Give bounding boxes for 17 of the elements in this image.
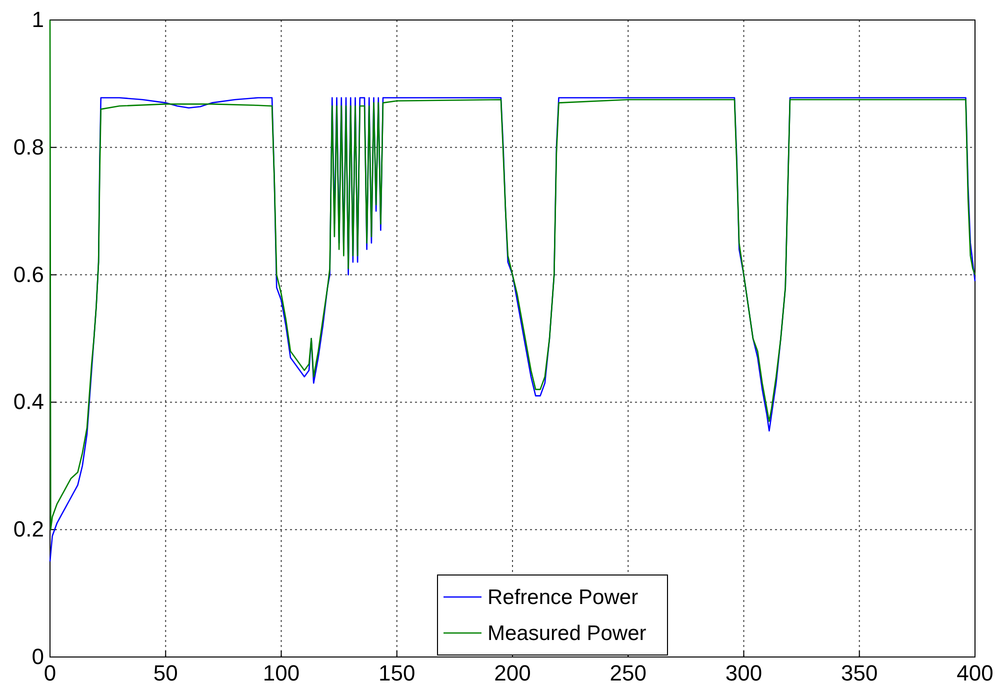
x-tick-label: 400: [956, 660, 994, 686]
y-tick-label: 1: [32, 7, 44, 32]
x-tick-label: 50: [153, 660, 178, 686]
y-tick-label: 0: [32, 644, 44, 670]
x-tick-label: 100: [262, 660, 300, 686]
legend-label: Measured Power: [488, 622, 646, 645]
y-tick-label: 0.4: [13, 389, 44, 414]
y-tick-label: 0.2: [13, 516, 44, 542]
x-tick-label: 300: [725, 660, 762, 686]
y-tick-label: 0.8: [13, 134, 44, 160]
line-series: [49, 19, 976, 530]
x-tick-label: 150: [378, 660, 416, 686]
y-tick-label: 0.6: [13, 262, 44, 287]
x-tick-label: 250: [610, 660, 646, 686]
x-tick-label: 350: [841, 660, 878, 686]
legend-label: Refrence Power: [488, 586, 638, 609]
x-tick-label: 200: [494, 660, 531, 686]
